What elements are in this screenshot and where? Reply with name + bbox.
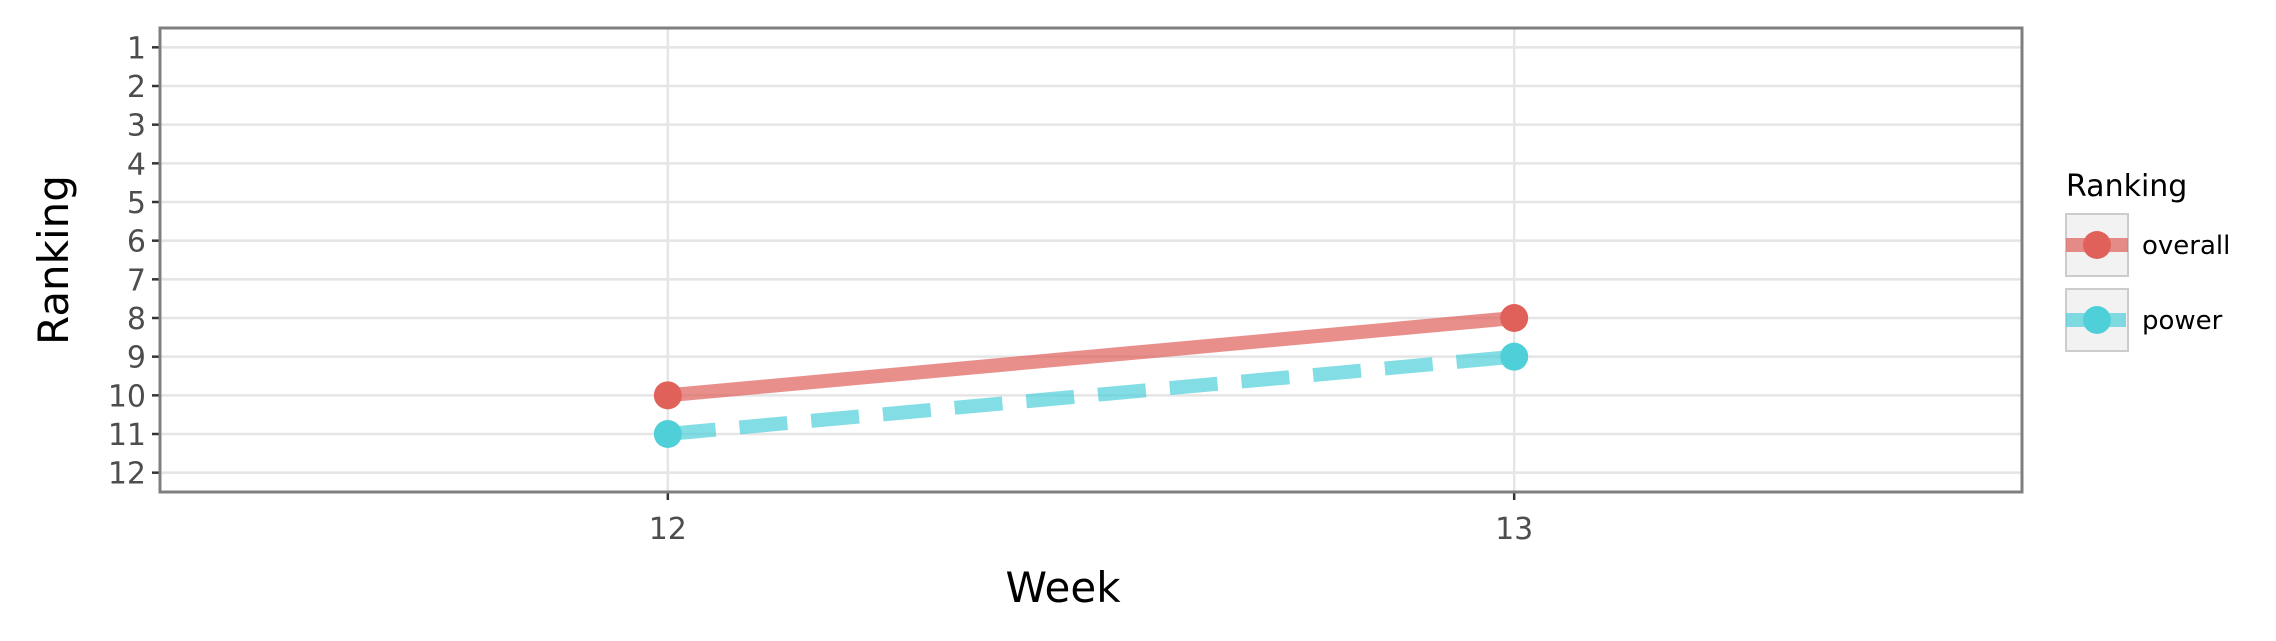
y-tick-label: 7 xyxy=(127,263,146,298)
legend-entries: overall power xyxy=(2065,213,2230,352)
data-point-overall xyxy=(1500,304,1529,332)
series-lines xyxy=(667,311,1515,441)
legend: Ranking overall power xyxy=(2065,169,2230,352)
y-tick-label: 5 xyxy=(127,186,146,221)
y-tick-label: 4 xyxy=(127,147,146,182)
legend-title: Ranking xyxy=(2066,169,2187,204)
x-tick-label: 12 xyxy=(649,512,687,547)
legend-key-point xyxy=(2083,306,2111,334)
y-tick-label: 10 xyxy=(108,379,146,414)
data-point-power xyxy=(1500,342,1529,371)
y-tick-label: 11 xyxy=(108,418,146,453)
x-axis-ticks: 12 13 xyxy=(649,492,1533,547)
y-tick-label: 2 xyxy=(127,70,146,105)
y-tick-label: 3 xyxy=(127,109,146,144)
y-axis-title: Ranking xyxy=(29,175,78,345)
plot-border xyxy=(158,26,2024,494)
y-tick-label: 6 xyxy=(127,225,146,260)
series-points xyxy=(653,304,1529,448)
x-axis-title: Week xyxy=(1005,563,1121,612)
y-tick-label: 9 xyxy=(127,341,146,376)
data-point-power xyxy=(653,420,682,448)
grid-lines xyxy=(160,28,2022,492)
y-tick-label: 12 xyxy=(108,457,146,492)
x-tick-label: 13 xyxy=(1495,512,1533,547)
legend-entry-overall: overall xyxy=(2065,213,2230,277)
y-tick-label: 1 xyxy=(127,31,146,66)
legend-label: power xyxy=(2142,306,2223,336)
series-line-overall xyxy=(667,311,1515,403)
y-tick-label: 8 xyxy=(127,302,146,337)
legend-entry-power: power xyxy=(2065,288,2223,352)
data-point-overall xyxy=(653,381,682,410)
legend-key-point xyxy=(2083,231,2111,259)
legend-label: overall xyxy=(2142,231,2230,261)
